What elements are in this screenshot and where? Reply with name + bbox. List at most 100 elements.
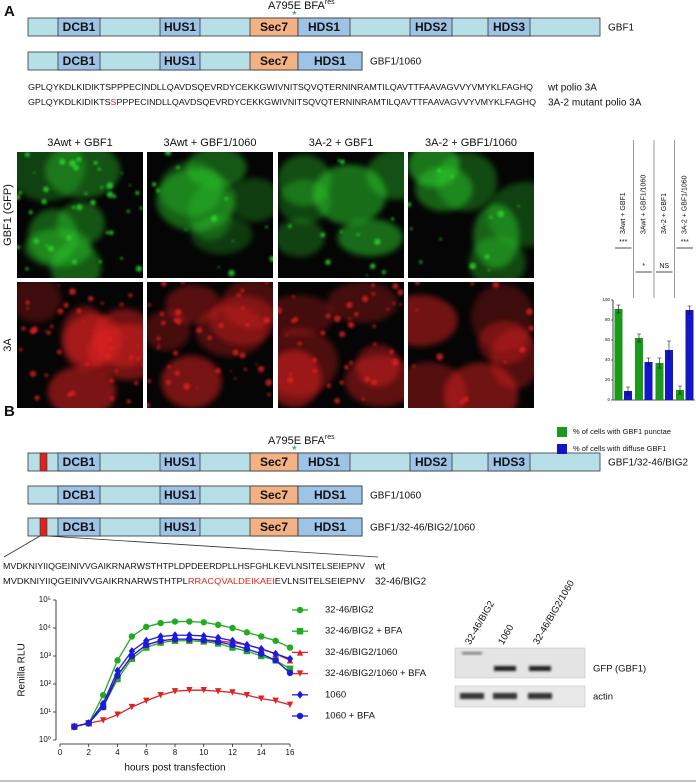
x-tick-label: 8: [173, 748, 178, 757]
micrograph: [17, 152, 143, 278]
puncta: [386, 307, 390, 311]
puncta: [243, 367, 247, 371]
puncta: [269, 256, 273, 262]
puncta: [33, 238, 40, 244]
cell: [87, 323, 143, 381]
insert: [39, 452, 48, 472]
marker: [296, 649, 304, 656]
puncta: [124, 336, 128, 339]
puncta: [459, 399, 465, 405]
puncta: [267, 393, 271, 397]
puncta: [356, 233, 360, 236]
band: [462, 652, 482, 655]
puncta: [415, 308, 419, 312]
band: [528, 693, 552, 699]
domain: [57, 17, 101, 37]
puncta: [63, 302, 69, 308]
domain-label: HUS1: [164, 20, 196, 34]
puncta: [293, 316, 299, 323]
x-tick-label: 0: [58, 748, 63, 757]
band: [494, 666, 516, 671]
marker: [296, 712, 304, 720]
domain: [487, 452, 531, 472]
sequence: GPLQYKDLKIDIKTS SPPPECINDLLQAVDSQEVRDYCEK…: [28, 98, 536, 107]
puncta: [288, 372, 293, 376]
marker: [243, 691, 251, 699]
puncta: [232, 349, 239, 356]
sequence-part: MVDKNIYIIQGEINIVVGAIKRNARWSTHTPLDPDEERDP…: [3, 562, 366, 571]
micrograph: [147, 152, 273, 278]
cell: [327, 282, 398, 324]
puncta: [147, 402, 151, 408]
puncta: [59, 158, 66, 165]
marker: [99, 691, 107, 699]
domain: [57, 485, 101, 505]
mutation-text: A795E BFA: [268, 435, 326, 447]
puncta: [297, 341, 302, 346]
cell: [366, 152, 404, 200]
cell: [47, 366, 117, 408]
puncta: [164, 152, 172, 156]
zoom-line: [46, 535, 379, 558]
puncta: [320, 232, 326, 238]
puncta: [72, 205, 76, 210]
marker: [200, 687, 207, 694]
puncta: [347, 321, 355, 328]
puncta: [371, 292, 376, 296]
puncta: [147, 378, 152, 384]
lane-label: 32-46/BIG2: [463, 599, 497, 647]
puncta: [215, 368, 221, 374]
puncta: [210, 215, 218, 222]
micrograph: [278, 152, 404, 278]
band: [460, 693, 484, 699]
x-tick-label: 10: [199, 748, 208, 757]
domain: [297, 17, 351, 37]
construct-label: GBF1/32-46/BIG2: [608, 458, 688, 469]
insert: [39, 517, 48, 537]
marker: [114, 672, 121, 679]
domain-label: HDS2: [415, 20, 447, 34]
puncta: [229, 369, 232, 372]
puncta: [338, 316, 341, 319]
marker: [286, 665, 294, 672]
mutation-text: A795E BFA: [268, 0, 326, 12]
puncta: [489, 215, 493, 219]
puncta: [167, 365, 171, 369]
puncta: [519, 346, 526, 353]
puncta: [67, 392, 72, 398]
puncta: [46, 330, 51, 335]
domain-label: HDS1: [308, 455, 340, 469]
domain-label: HUS1: [164, 488, 196, 502]
puncta: [354, 311, 359, 317]
puncta: [29, 370, 37, 377]
puncta: [174, 370, 180, 376]
construct-label: GBF1/1060: [370, 57, 422, 68]
puncta: [257, 365, 265, 373]
legend-swatch: [557, 427, 567, 437]
puncta: [106, 191, 114, 198]
marker: [229, 624, 236, 632]
puncta: [174, 308, 182, 316]
marker: [286, 669, 294, 677]
domain: [57, 51, 101, 71]
puncta: [82, 320, 85, 323]
domain-label: HDS2: [415, 455, 447, 469]
puncta: [245, 323, 250, 327]
column-header: 3Awt + GBF1/1060: [163, 137, 256, 149]
error-bar: [616, 304, 621, 314]
marker: [296, 690, 304, 699]
marker: [286, 654, 294, 663]
puncta: [361, 295, 369, 302]
micrograph: [278, 282, 404, 408]
domain: [297, 452, 351, 472]
marker: [214, 621, 222, 629]
puncta: [264, 282, 269, 285]
construct-label: GBF1/32-46/BIG2/1060: [370, 523, 476, 534]
puncta: [33, 171, 36, 174]
y-tick-label: 20: [605, 377, 611, 382]
micrograph: [408, 282, 534, 408]
puncta: [320, 330, 326, 336]
domain: [159, 17, 201, 37]
domain: [159, 51, 201, 71]
puncta: [487, 269, 491, 272]
